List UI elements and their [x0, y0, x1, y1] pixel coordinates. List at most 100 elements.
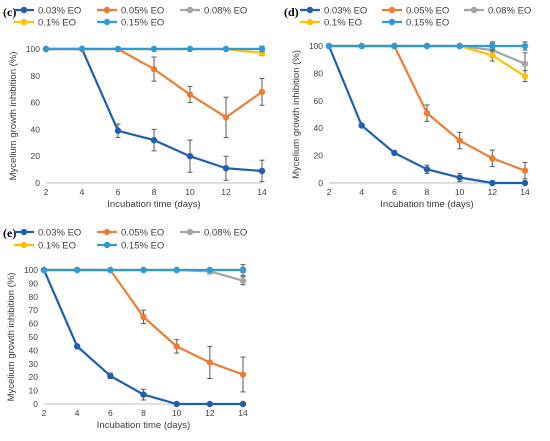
- legend-entry-label: 0.03% EO: [324, 6, 367, 17]
- data-point: [489, 42, 496, 50]
- chart-panel-e: (e) 0 10 20 30 40 50 60 70 80 90 100 2 4 6 8 10 12 14 Incu…: [3, 226, 248, 431]
- data-point: [258, 167, 266, 175]
- data-point: [521, 72, 529, 80]
- legend-entry-label: 0.15% EO: [406, 18, 449, 29]
- data-point: [186, 91, 194, 98]
- legend: 0.03% EO 0.05% EO 0.08% EO 0.1% EO 0.15% EO: [14, 228, 247, 252]
- data-point: [206, 400, 214, 408]
- y-tick-label: 40: [31, 124, 41, 134]
- data-point: [489, 155, 496, 162]
- y-tick-label: 40: [29, 345, 39, 355]
- data-point: [521, 167, 529, 174]
- x-tick-label: 10: [185, 187, 195, 197]
- data-point: [73, 343, 81, 350]
- data-point: [73, 266, 81, 274]
- y-tick-label: 70: [29, 305, 39, 315]
- data-point: [150, 45, 158, 53]
- data-point: [521, 42, 529, 50]
- data-point: [358, 122, 365, 129]
- legend-swatch-marker: [186, 228, 194, 236]
- chart-panel-d: (d) 0 20 40 60 80 100 2 4 6 8 10 12 14 Incubation tim…: [284, 5, 531, 210]
- series-0-05-eo: [40, 266, 247, 393]
- y-tick-label: 100: [26, 44, 40, 54]
- x-tick-label: 6: [392, 187, 397, 197]
- y-tick-label: 10: [29, 386, 39, 396]
- data-point: [358, 42, 365, 50]
- data-point: [325, 42, 333, 50]
- data-point: [114, 45, 122, 53]
- legend-swatch-marker: [306, 6, 314, 14]
- x-tick-label: 10: [455, 187, 465, 197]
- data-point: [423, 109, 431, 117]
- x-axis-title: Incubation time (days): [380, 199, 473, 210]
- data-point: [206, 359, 214, 366]
- data-point: [456, 174, 463, 181]
- data-point: [521, 179, 529, 187]
- data-point: [140, 266, 147, 274]
- x-tick-label: 2: [327, 187, 332, 197]
- legend-entry-label: 0.05% EO: [406, 6, 449, 17]
- series-0-15-eo: [325, 41, 529, 51]
- legend-entry-label: 0.03% EO: [38, 228, 81, 239]
- x-tick-label: 8: [152, 187, 157, 197]
- data-point: [489, 179, 496, 187]
- y-tick-label: 60: [31, 98, 41, 108]
- x-tick-label: 8: [425, 187, 430, 197]
- legend-swatch-marker: [20, 6, 28, 14]
- y-tick-label: 100: [309, 41, 323, 51]
- legend-swatch-marker: [470, 6, 478, 14]
- legend-entry-label: 0.15% EO: [121, 18, 164, 29]
- x-tick-label: 4: [75, 408, 80, 418]
- legend-entry-label: 0.03% EO: [38, 6, 81, 17]
- data-point: [239, 371, 247, 378]
- x-tick-label: 14: [238, 408, 248, 418]
- legend-swatch-marker: [103, 228, 111, 236]
- y-tick-label: 80: [29, 292, 39, 302]
- legend-swatch-marker: [388, 18, 396, 26]
- x-tick-label: 12: [221, 187, 231, 197]
- y-axis-title: Mycelium growth inhibition (%): [291, 50, 302, 179]
- legend-entry-label: 0.1% EO: [38, 18, 76, 29]
- data-point: [173, 400, 180, 408]
- y-tick-label: 90: [29, 278, 39, 288]
- data-point: [222, 114, 230, 121]
- panel-label: (c): [3, 5, 16, 19]
- series-0-05-eo: [42, 45, 266, 138]
- legend-entry-label: 0.05% EO: [121, 6, 164, 17]
- y-tick-label: 40: [314, 123, 324, 133]
- data-point: [40, 266, 48, 274]
- data-point: [391, 149, 398, 157]
- data-point: [391, 42, 398, 50]
- y-axis-title: Mycelium growth inhibition (%): [8, 52, 19, 181]
- data-point: [258, 45, 266, 53]
- y-tick-label: 0: [35, 178, 40, 188]
- y-tick-label: 20: [314, 151, 324, 161]
- data-point: [222, 45, 230, 53]
- x-axis-title: Incubation time (days): [97, 420, 190, 431]
- x-tick-label: 6: [116, 187, 121, 197]
- data-point: [206, 266, 214, 274]
- chart-panel-c: (c) 0 20 40 60 80 100 2 4 6 8 10 12 14 Incubation tim…: [3, 5, 267, 210]
- legend-swatch-marker: [186, 6, 194, 14]
- series-0-15-eo: [40, 264, 247, 276]
- data-point: [107, 372, 114, 380]
- data-point: [258, 88, 266, 96]
- data-point: [173, 266, 180, 274]
- data-point: [423, 166, 431, 173]
- data-point: [239, 400, 247, 408]
- y-tick-label: 20: [31, 151, 41, 161]
- y-axis-title: Mycelium growth inhibition (%): [6, 273, 17, 402]
- y-tick-label: 80: [31, 71, 41, 81]
- x-tick-label: 6: [108, 408, 113, 418]
- data-point: [150, 136, 158, 144]
- legend-swatch-marker: [20, 228, 28, 236]
- legend-entry-label: 0.05% EO: [121, 228, 164, 239]
- data-point: [456, 137, 463, 144]
- panel-label: (d): [284, 5, 299, 19]
- y-tick-label: 0: [318, 178, 323, 188]
- y-tick-label: 80: [314, 68, 324, 78]
- x-tick-label: 8: [141, 408, 146, 418]
- data-point: [423, 42, 431, 50]
- x-tick-label: 10: [172, 408, 182, 418]
- x-tick-label: 12: [205, 408, 215, 418]
